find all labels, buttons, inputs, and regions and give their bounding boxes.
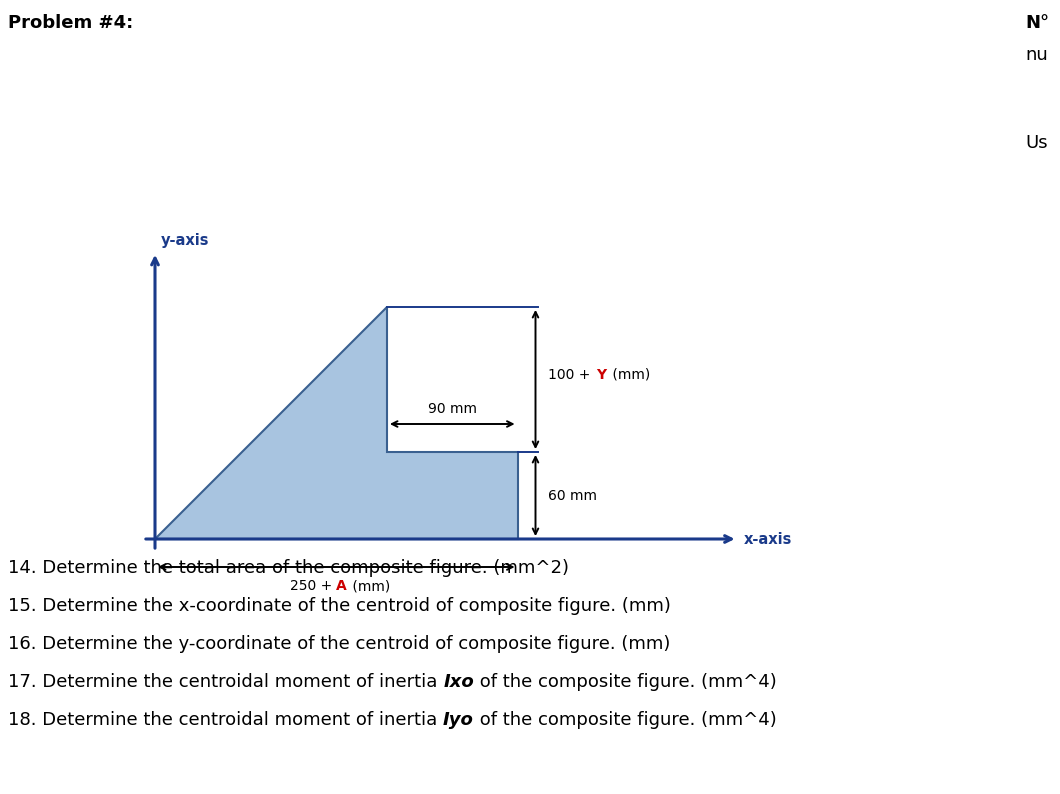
Text: 90 mm: 90 mm — [428, 402, 477, 416]
Text: 100 +: 100 + — [548, 368, 595, 381]
Text: 17. Determine the centroidal moment of inertia: 17. Determine the centroidal moment of i… — [8, 673, 443, 691]
Text: (mm): (mm) — [348, 579, 390, 593]
Text: Problem #4:: Problem #4: — [8, 14, 134, 32]
Text: 14. Determine the total area of the composite figure. (mm^2): 14. Determine the total area of the comp… — [8, 559, 569, 577]
Text: Iyo: Iyo — [443, 711, 474, 729]
Text: 18. Determine the centroidal moment of inertia: 18. Determine the centroidal moment of i… — [8, 711, 443, 729]
Text: x-axis: x-axis — [743, 531, 792, 546]
Text: 250 +: 250 + — [289, 579, 336, 593]
Text: N°: N° — [1025, 14, 1049, 32]
Text: Us: Us — [1025, 134, 1047, 152]
Text: nu: nu — [1025, 46, 1047, 64]
Text: 16. Determine the y-coordinate of the centroid of composite figure. (mm): 16. Determine the y-coordinate of the ce… — [8, 635, 670, 653]
Text: y-axis: y-axis — [161, 233, 210, 248]
Text: of the composite figure. (mm^4): of the composite figure. (mm^4) — [474, 673, 777, 691]
Text: 15. Determine the x-coordinate of the centroid of composite figure. (mm): 15. Determine the x-coordinate of the ce… — [8, 597, 671, 615]
Polygon shape — [155, 307, 517, 539]
Text: A: A — [336, 579, 347, 593]
Text: Ixo: Ixo — [443, 673, 474, 691]
Text: 60 mm: 60 mm — [548, 488, 597, 503]
Text: (mm): (mm) — [607, 368, 650, 381]
Text: of the composite figure. (mm^4): of the composite figure. (mm^4) — [474, 711, 777, 729]
Text: Y: Y — [597, 368, 606, 381]
